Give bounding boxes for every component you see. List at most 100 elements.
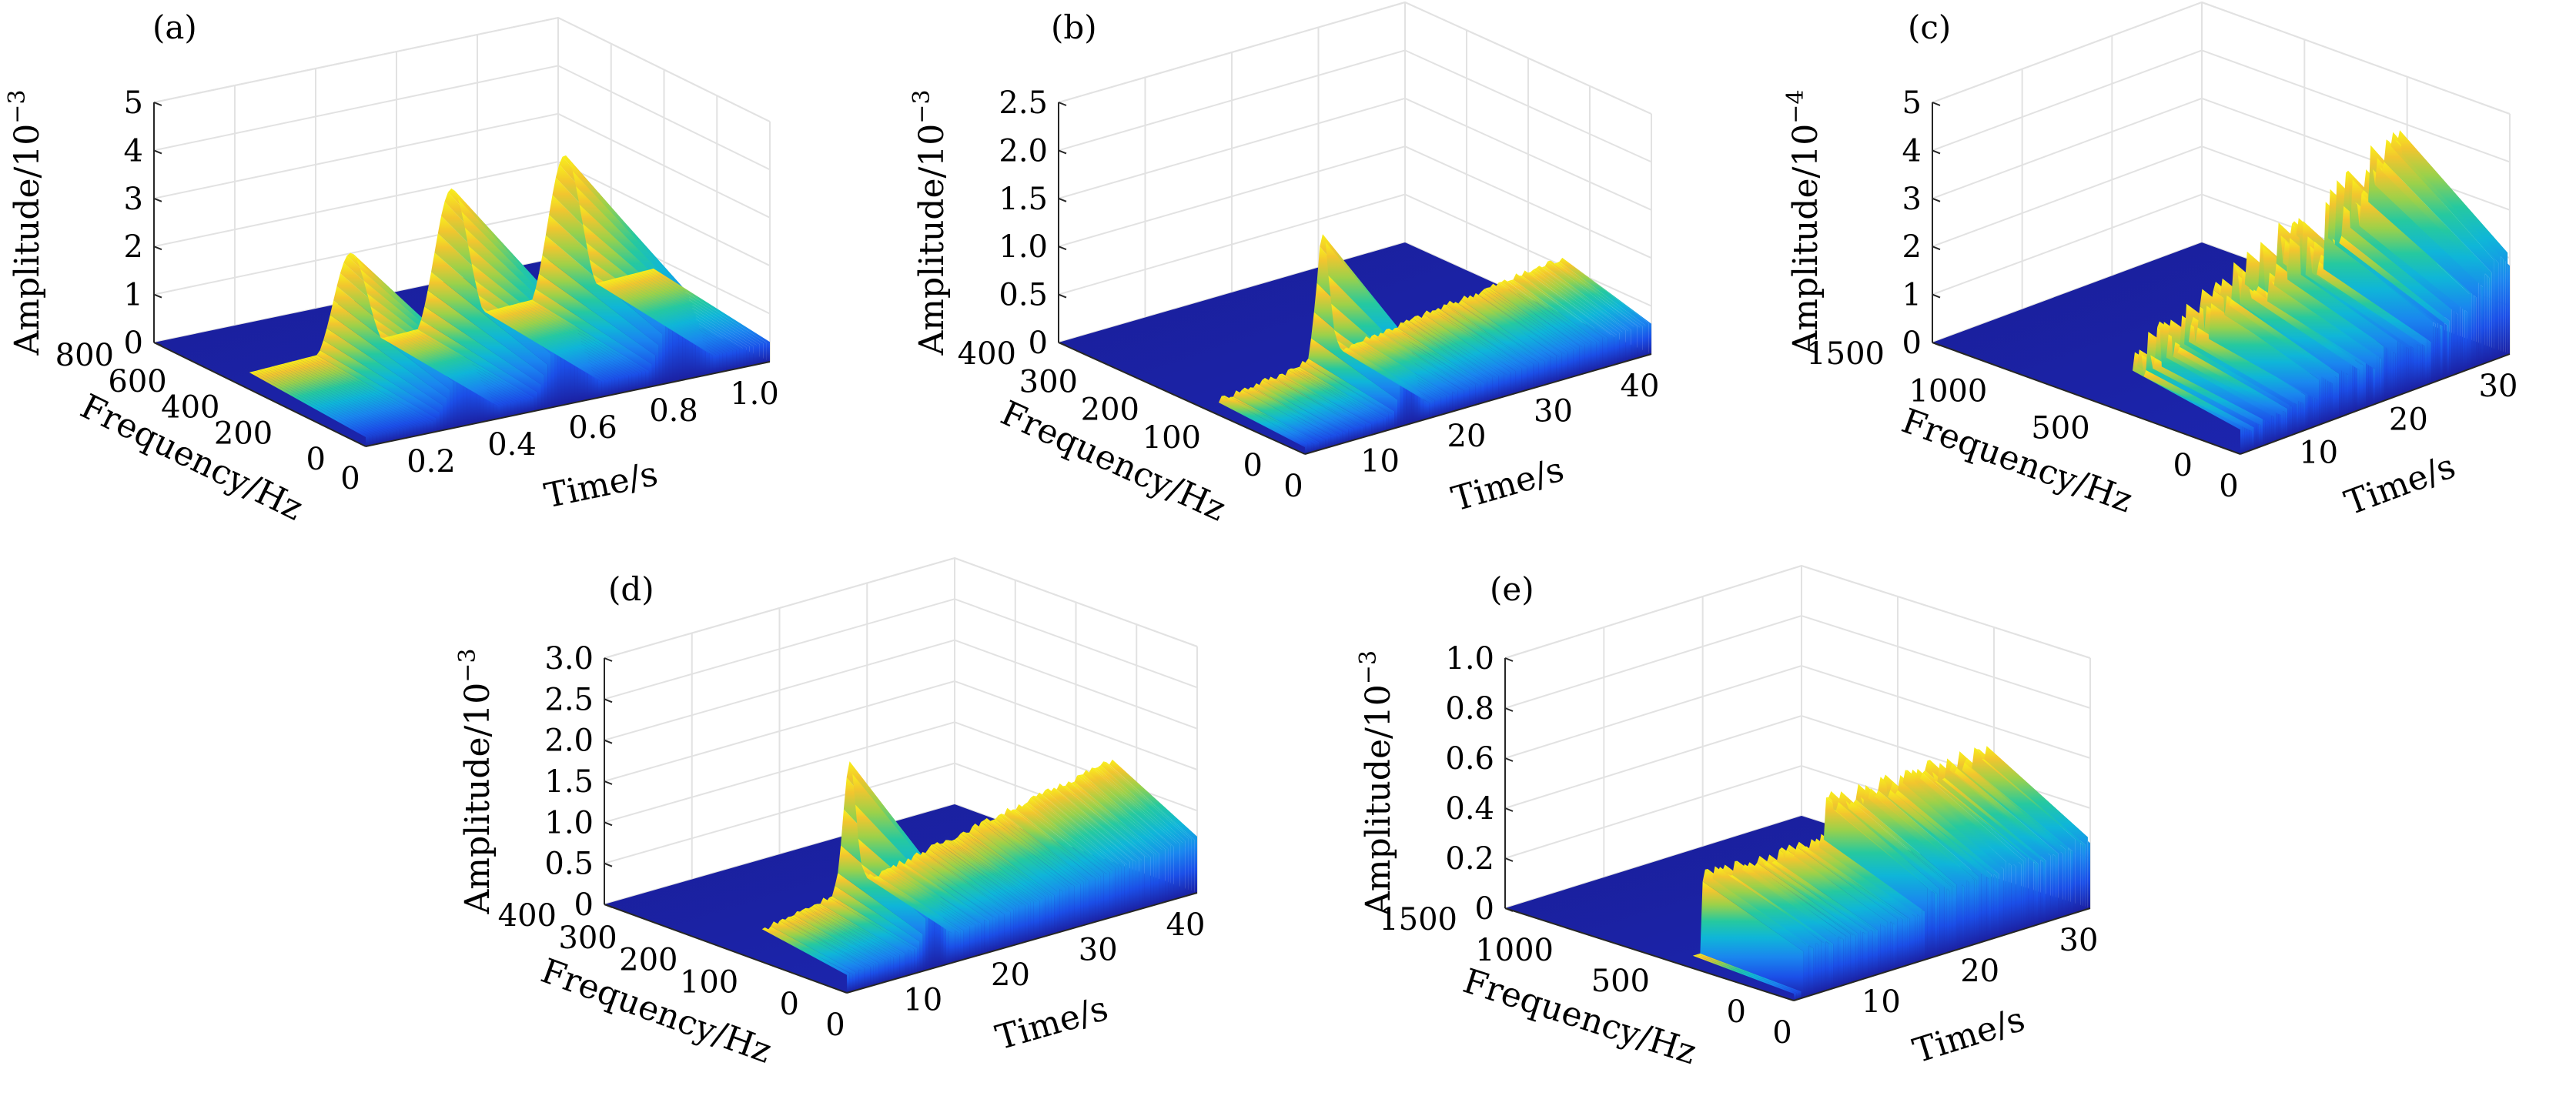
grid-line — [1058, 49, 1652, 163]
surface-slice — [431, 252, 551, 409]
panel-e: 00.20.40.60.81.01500100050000102030Ampli… — [1355, 564, 2098, 1072]
surface-slice — [1267, 376, 1357, 440]
z-tick-label: 1.0 — [999, 229, 1048, 265]
z-axis-label: Amplitude/10−4 — [1782, 89, 1825, 356]
panel-label: (b) — [1051, 8, 1097, 46]
surface-slice — [572, 171, 693, 379]
surface-slice — [283, 363, 403, 439]
surface-slice — [1369, 336, 1458, 411]
surface-slice — [1377, 332, 1467, 409]
surface-slice — [1818, 834, 1922, 961]
surface-slice — [852, 774, 941, 967]
surface-slice — [1348, 344, 1438, 417]
y-axis-line — [1058, 342, 1306, 455]
x-axis-line — [1304, 353, 1652, 455]
surface-slice — [420, 306, 541, 411]
surface-slice — [253, 370, 373, 446]
z-tick — [153, 293, 162, 299]
box-top-edge — [1058, 1, 1652, 115]
x-tick-label: 0.8 — [649, 393, 698, 429]
y-tick-label: 1000 — [1475, 933, 1554, 968]
z-tick-label: 3 — [1902, 182, 1922, 217]
surface-slice — [1420, 314, 1510, 396]
surface-slice — [1447, 300, 1536, 389]
surface-slice — [1397, 322, 1487, 403]
surface-slice — [1253, 383, 1343, 444]
x-axis-line — [1793, 907, 2091, 1001]
z-tick-label: 0.5 — [544, 847, 594, 882]
surface-slice — [2251, 289, 2362, 410]
surface-slice — [966, 832, 1055, 935]
z-tick-label: 0 — [574, 887, 594, 923]
surface-slice — [986, 818, 1075, 929]
z-tick-label: 1 — [1902, 278, 1922, 313]
surface-slice — [1717, 867, 1822, 993]
z-tick-label: 1.0 — [1445, 641, 1494, 677]
z-tick — [1058, 246, 1067, 251]
surface-slice — [972, 824, 1060, 933]
surface-slice — [2224, 296, 2335, 420]
surface-slice — [576, 186, 696, 379]
surface-slice — [911, 855, 999, 951]
x-tick-label: 10 — [903, 983, 942, 1018]
surface-slice — [323, 328, 443, 431]
z-tick — [604, 657, 613, 662]
surface-slice — [343, 256, 463, 427]
x-tick-label: 40 — [1621, 369, 1660, 404]
x-tick-label: 20 — [991, 957, 1030, 993]
surface-slice — [330, 300, 450, 429]
x-tick-label: 10 — [1862, 984, 1901, 1020]
surface-slice — [1915, 769, 2019, 931]
z-tick-label: 2 — [124, 229, 143, 265]
surface-slice — [1755, 863, 1858, 981]
surface-slice — [363, 280, 484, 423]
surface-slice — [1409, 318, 1499, 399]
surface-slice — [1747, 862, 1851, 984]
surface-slice — [249, 371, 370, 446]
surface-slice — [1513, 273, 1603, 369]
surface-slice — [1308, 338, 1397, 429]
surface-slice — [1030, 795, 1119, 917]
grid-line — [153, 65, 771, 171]
x-tick-label: 30 — [1079, 933, 1118, 968]
surface-slice — [776, 921, 865, 989]
surface-slice — [1331, 303, 1420, 422]
z-tick — [153, 197, 162, 202]
surface-slice — [2143, 369, 2254, 450]
surface-slice — [1972, 747, 2076, 914]
box-top-edge — [604, 556, 1198, 659]
z-tick-label: 3 — [124, 182, 143, 217]
surface-slice — [858, 838, 946, 966]
surface-slice — [2173, 342, 2283, 439]
surface-slice — [995, 815, 1084, 927]
z-tick-label: 1.0 — [544, 805, 594, 840]
z-axis-label: Amplitude/10−3 — [4, 89, 47, 356]
surface-slice — [1025, 802, 1112, 918]
surface-slice — [1544, 261, 1634, 360]
surface-slice — [1051, 787, 1139, 911]
y-tick-label: 200 — [214, 416, 273, 451]
surface-slice — [1305, 358, 1395, 429]
surface-slice — [1403, 319, 1493, 401]
z-tick-label: 3.0 — [544, 641, 594, 677]
surface-slice — [1242, 387, 1331, 448]
x-axis-line — [846, 892, 1198, 994]
y-axis-label: Frequency/Hz — [1896, 401, 2137, 520]
panel-label: (a) — [152, 8, 197, 46]
x-axis-label: Time/s — [1447, 449, 1568, 519]
surface-slice — [1458, 299, 1547, 386]
surface-slice — [366, 293, 487, 422]
surface-slice — [1698, 953, 1802, 999]
surface-slice — [539, 255, 659, 386]
surface-slice — [1343, 347, 1432, 419]
surface-slice — [981, 820, 1069, 931]
surface-slice — [1010, 809, 1099, 922]
surface-slice — [535, 273, 656, 387]
z-tick-label: 0.5 — [999, 278, 1048, 313]
surface-slice — [1109, 759, 1197, 894]
surface-slice — [1757, 856, 1861, 981]
surface-slice — [878, 870, 967, 960]
surface-slice — [1888, 790, 1992, 940]
surface-slice — [569, 160, 689, 379]
surface-slice — [1089, 767, 1177, 900]
